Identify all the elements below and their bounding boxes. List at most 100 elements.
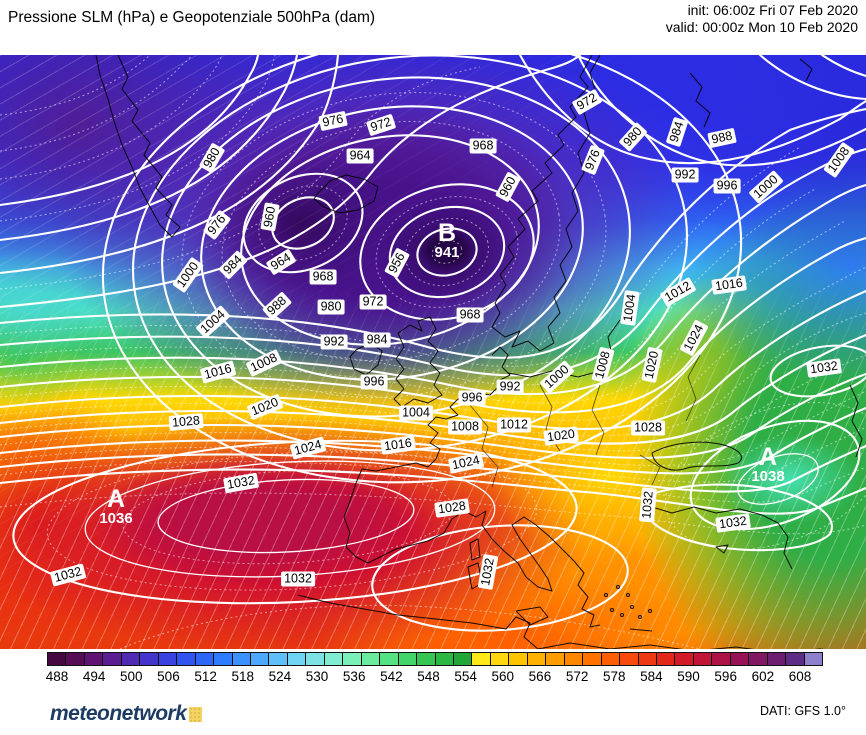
legend: 488 494 500 506 512 518 524 530 536 542 548 554 560 5… <box>0 652 866 688</box>
pressure-centers-layer: B 941 A 1036 A 1038 <box>0 55 866 649</box>
colorbar-cell <box>564 653 584 665</box>
isobar-label: 1012 <box>497 417 531 433</box>
colorbar-cell <box>269 653 288 665</box>
colorbar-cell <box>583 653 602 665</box>
colorbar-cell <box>546 653 565 665</box>
isobar-label: 992 <box>671 167 699 183</box>
solid-isobars <box>0 55 866 632</box>
model-run-info: init: 06:00z Fri 07 Feb 2020 valid: 00:0… <box>666 2 858 36</box>
colorbar-cell <box>638 653 657 665</box>
colorbar-cell <box>158 653 178 665</box>
colorbar-value-label: 494 <box>82 669 106 684</box>
colorbar-cell <box>453 653 473 665</box>
colorbar-cell <box>786 653 805 665</box>
colorbar-cell <box>250 653 270 665</box>
data-source-label: DATI: GFS 1.0° <box>759 704 846 718</box>
isobar-label: 968 <box>456 307 484 323</box>
colorbar-cell <box>712 653 731 665</box>
valid-time: valid: 00:00z Mon 10 Feb 2020 <box>665 19 858 35</box>
isobar-label: 1008 <box>448 419 482 435</box>
colorbar-cell <box>195 653 215 665</box>
colorbar-cell <box>287 653 307 665</box>
colorbar-cell <box>472 653 491 665</box>
isobar-label: 1004 <box>399 405 433 421</box>
colorbar-cell <box>232 653 251 665</box>
meteonetwork-logo: meteo network <box>50 702 203 726</box>
colorbar-value-label: 536 <box>342 669 366 684</box>
colorbar-cell <box>306 653 325 665</box>
pressure-center-a-1038: A 1038 <box>751 443 785 485</box>
pressure-center-value: 1038 <box>751 468 785 485</box>
colorbar-value-label: 500 <box>120 669 143 684</box>
colorbar-cell <box>509 653 528 665</box>
colorbar-cell <box>398 653 418 665</box>
isobar-label: 972 <box>359 294 387 310</box>
isobar-label: 992 <box>496 379 524 395</box>
colorbar-value-label: 524 <box>268 669 292 684</box>
isobar-label: 1032 <box>281 571 315 587</box>
isobar-label: 984 <box>363 332 391 348</box>
colorbar-cell <box>749 653 768 665</box>
colorbar-cell <box>84 653 104 665</box>
isobar-label: 964 <box>346 148 374 164</box>
colorbar-cell <box>140 653 159 665</box>
colorbar-cell <box>435 653 454 665</box>
colorbar-value-label: 542 <box>380 669 403 684</box>
colorbar-cell <box>343 653 362 665</box>
colorbar-value-label: 488 <box>45 669 69 684</box>
isobar-label: 992 <box>320 334 348 350</box>
logo-text-network: network <box>109 702 187 725</box>
colorbar-cell <box>620 653 639 665</box>
colorbar-value-label: 518 <box>231 669 255 684</box>
pressure-center-letter: B <box>437 219 457 247</box>
map: 980 976 972 964 968 972 960 976 980 984 988 992 996 1… <box>0 55 866 649</box>
colorbar-cell <box>361 653 381 665</box>
isobar-labels-layer: 980 976 972 964 968 972 960 976 980 984 988 992 996 1… <box>0 55 866 649</box>
page-title: Pressione SLM (hPa) e Geopotenziale 500h… <box>8 9 376 26</box>
isobar-label: 996 <box>713 178 741 194</box>
colorbar-cell <box>804 653 823 665</box>
colorbar-value-label: 572 <box>565 669 589 684</box>
colorbar-value-label: 578 <box>602 669 626 684</box>
pressure-center-letter: A <box>758 443 778 471</box>
coastlines-layer <box>95 55 863 649</box>
colorbar-value-label: 590 <box>677 669 700 684</box>
colorbar-cell <box>417 653 436 665</box>
isobar-label: 980 <box>317 299 345 315</box>
logo-text-meteo: meteo <box>50 702 110 725</box>
colorbar-value-label: 608 <box>788 669 812 684</box>
pressure-center-b-941: B 941 <box>434 219 459 261</box>
isobar-label: 968 <box>469 138 497 154</box>
isobar-label: 1028 <box>631 420 665 436</box>
colorbar-cell <box>324 653 344 665</box>
colorbar-cell <box>767 653 787 665</box>
colorbar-cell <box>103 653 122 665</box>
colorbar-value-label: 506 <box>157 669 180 684</box>
logo-yellow-square <box>189 706 203 722</box>
pressure-center-letter: A <box>106 485 126 513</box>
colorbar-value-label: 548 <box>417 669 440 684</box>
colorbar-value-label: 530 <box>305 669 329 684</box>
colorbar-cell <box>490 653 510 665</box>
colorbar-value-label: 554 <box>454 669 477 684</box>
colorbar-cell <box>675 653 694 665</box>
colorbar-cell <box>214 653 233 665</box>
colorbar-cell <box>601 653 621 665</box>
colorbar-cell <box>121 653 141 665</box>
colorbar-value-label: 596 <box>714 669 737 684</box>
pressure-center-value: 1036 <box>99 510 133 527</box>
colorbar-cell <box>730 653 750 665</box>
colorbar-labels: 488 494 500 506 512 518 524 530 536 542 548 554 560 5… <box>0 669 866 685</box>
colorbar-cell <box>66 653 85 665</box>
colorbar-value-label: 602 <box>751 669 775 684</box>
pressure-center-a-1036: A 1036 <box>99 485 133 527</box>
init-time: init: 06:00z Fri 07 Feb 2020 <box>687 2 858 18</box>
colorbar-value-label: 584 <box>640 669 663 684</box>
isobar-label: 996 <box>360 374 388 390</box>
colorbar-value-label: 566 <box>528 669 552 684</box>
colorbar <box>47 652 823 666</box>
colorbar-value-label: 560 <box>491 669 515 684</box>
colorbar-cell <box>380 653 399 665</box>
colorbar-cell <box>693 653 713 665</box>
